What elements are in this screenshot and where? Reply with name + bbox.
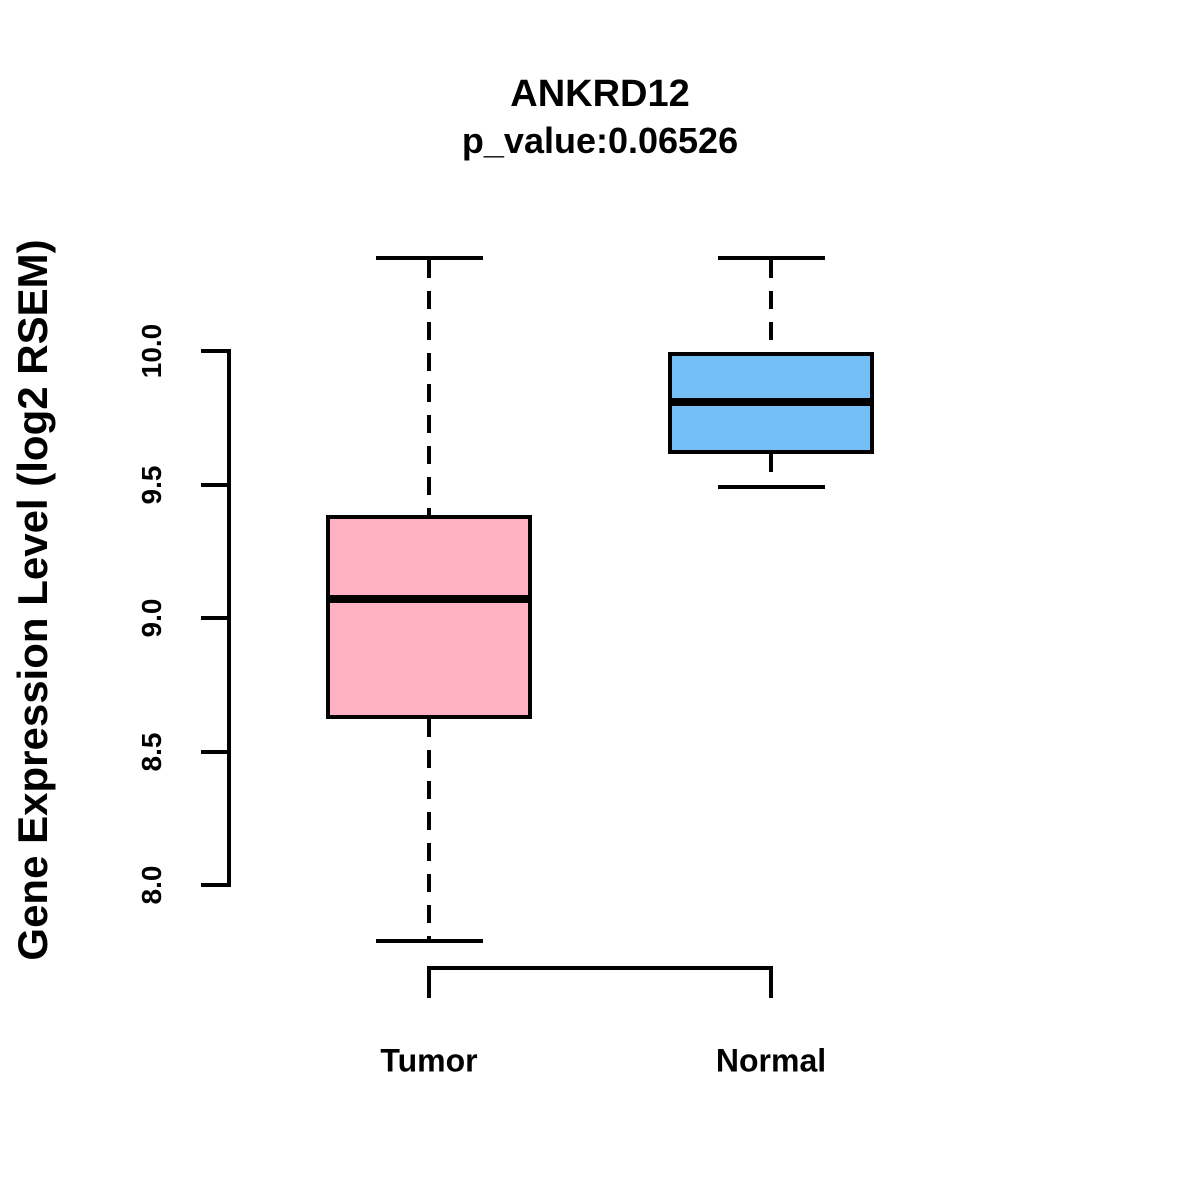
y-tick-label: 10.0 (136, 323, 167, 379)
box-iqr (326, 514, 532, 719)
lower-whisker (769, 454, 773, 488)
upper-whisker-cap (717, 255, 825, 260)
y-tick (201, 616, 229, 620)
category-label-tumor: Tumor (380, 1042, 478, 1079)
y-axis-label: Gene Expression Level (log2 RSEM) (9, 239, 56, 961)
chart-subtitle: p_value:0.06526 (461, 120, 739, 161)
category-label-normal: Normal (715, 1042, 827, 1079)
y-tick (201, 349, 229, 353)
x-axis-tick-right (769, 966, 773, 998)
lower-whisker (427, 718, 431, 942)
y-tick-label: 9.5 (136, 465, 167, 504)
y-axis-line (227, 349, 231, 887)
y-tick-label: 8.5 (136, 732, 167, 771)
y-tick (201, 749, 229, 754)
y-tick (201, 482, 229, 487)
median-line (668, 397, 874, 406)
y-tick-label: 8.0 (136, 865, 167, 905)
upper-whisker (769, 259, 773, 354)
chart-title: ANKRD12 (510, 73, 690, 115)
y-tick (201, 883, 229, 887)
upper-whisker (427, 259, 431, 517)
lower-whisker-cap (375, 939, 483, 944)
lower-whisker-cap (717, 485, 825, 490)
x-axis-tick-left (427, 966, 431, 998)
upper-whisker-cap (375, 255, 483, 260)
y-tick-label: 9.0 (136, 598, 167, 638)
x-axis-line (427, 966, 773, 970)
median-line (326, 595, 532, 604)
